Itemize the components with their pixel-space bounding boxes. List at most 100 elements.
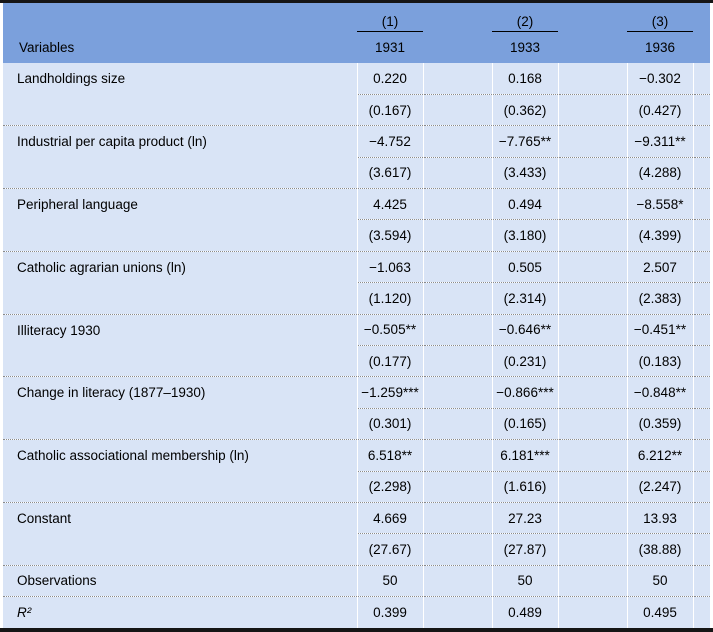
coefficient-value: 6.181*** — [491, 439, 559, 472]
standard-error-value: (27.67) — [356, 533, 424, 566]
standard-error-value: (3.617) — [356, 157, 424, 190]
variable-label: Industrial per capita product (ln) — [17, 134, 207, 150]
empty-label-cell — [3, 219, 357, 252]
empty-label-cell — [3, 282, 357, 315]
column-gap — [693, 63, 710, 95]
model-number: (3) — [627, 3, 693, 32]
summary-value: 50 — [356, 565, 424, 598]
column-gap — [558, 376, 627, 409]
coefficient-value: −0.848** — [626, 376, 694, 409]
standard-error-value: (2.298) — [356, 471, 424, 503]
table-row: (3.617) (3.433) (4.288) — [3, 157, 710, 190]
standard-error-value: (2.247) — [626, 471, 694, 503]
column-gap — [558, 502, 627, 535]
variables-header: Variables — [19, 40, 75, 55]
summary-label: R² — [17, 605, 32, 621]
column-gap — [558, 157, 627, 190]
column-gap — [558, 219, 627, 252]
column-gap — [558, 63, 627, 95]
standard-error-value: (3.433) — [491, 157, 559, 190]
table-row: (27.67) (27.87) (38.88) — [3, 533, 710, 566]
standard-error-value: (0.167) — [356, 94, 424, 127]
year-label: 1931 — [374, 40, 406, 55]
column-gap — [423, 345, 492, 378]
variable-label: Landholdings size — [17, 71, 126, 87]
table-header: (1) (2) (3) Variables 1931 1933 1936 — [3, 3, 710, 63]
variable-label: Constant — [17, 510, 72, 526]
column-gap — [558, 251, 627, 284]
column-gap — [423, 471, 492, 503]
column-gap — [558, 533, 627, 566]
variable-label: Change in literacy (1877–1930) — [17, 385, 206, 401]
column-gap — [423, 125, 492, 158]
table-row: (3.594) (3.180) (4.399) — [3, 219, 710, 252]
column-gap — [423, 282, 492, 315]
standard-error-value: (2.383) — [626, 282, 694, 315]
table-row: (2.298) (1.616) (2.247) — [3, 471, 710, 503]
coefficient-value: −4.752 — [356, 125, 424, 158]
empty-label-cell — [3, 157, 357, 190]
column-gap — [423, 502, 492, 535]
coefficient-value: 2.507 — [626, 251, 694, 284]
column-gap — [423, 219, 492, 252]
standard-error-value: (4.399) — [626, 219, 694, 252]
summary-value: 50 — [626, 565, 694, 598]
coefficient-value: −0.451** — [626, 314, 694, 347]
column-gap — [693, 31, 710, 63]
column-gap — [558, 565, 627, 598]
table-row: R² 0.399 0.489 0.495 — [3, 596, 710, 629]
empty-label-cell — [3, 345, 357, 378]
column-gap — [693, 251, 710, 284]
standard-error-value: (0.301) — [356, 408, 424, 441]
column-gap — [558, 125, 627, 158]
model-number: (1) — [357, 3, 423, 32]
column-gap — [558, 408, 627, 441]
column-gap — [693, 125, 710, 158]
column-gap — [693, 94, 710, 127]
table-row: Industrial per capita product (ln) −4.752… — [3, 125, 710, 158]
column-gap — [423, 408, 492, 441]
variable-label: Illiteracy 1930 — [17, 322, 101, 338]
table-row: (0.167) (0.362) (0.427) — [3, 94, 710, 127]
header-empty-cell — [3, 3, 357, 31]
coefficient-value: 4.425 — [356, 188, 424, 221]
coefficient-value: −8.558* — [626, 188, 694, 221]
column-gap — [558, 439, 627, 472]
column-gap — [558, 31, 627, 63]
table-row: Change in literacy (1877–1930) −1.259*** −… — [3, 376, 710, 409]
summary-value: 0.489 — [491, 596, 559, 629]
table-row: Landholdings size 0.220 0.168 −0.302 — [3, 63, 710, 95]
model-number: (2) — [492, 3, 558, 32]
coefficient-value: 4.669 — [356, 502, 424, 535]
standard-error-value: (0.183) — [626, 345, 694, 378]
table-row: (0.301) (0.165) (0.359) — [3, 408, 710, 441]
column-gap — [423, 63, 492, 95]
variable-label: Catholic associational membership (ln) — [17, 448, 249, 464]
variable-label: Catholic agrarian unions (ln) — [17, 259, 186, 275]
table-body: Landholdings size 0.220 0.168 −0.302 (0.167)… — [3, 63, 710, 629]
empty-label-cell — [3, 533, 357, 566]
column-gap — [558, 471, 627, 503]
coefficient-value: −1.259*** — [356, 376, 424, 409]
column-gap — [693, 157, 710, 190]
standard-error-value: (0.231) — [491, 345, 559, 378]
coefficient-value: −1.063 — [356, 251, 424, 284]
standard-error-value: (0.165) — [491, 408, 559, 441]
column-gap — [693, 471, 710, 503]
empty-label-cell — [3, 94, 357, 127]
standard-error-value: (0.359) — [626, 408, 694, 441]
column-gap — [693, 3, 710, 31]
column-gap — [693, 314, 710, 347]
coefficient-value: 0.494 — [491, 188, 559, 221]
column-gap — [558, 282, 627, 315]
column-gap — [423, 3, 492, 31]
column-gap — [558, 3, 627, 31]
standard-error-value: (2.314) — [491, 282, 559, 315]
column-gap — [423, 565, 492, 598]
column-gap — [558, 314, 627, 347]
coefficient-value: 6.212** — [626, 439, 694, 472]
coefficient-value: −7.765** — [491, 125, 559, 158]
column-gap — [693, 219, 710, 252]
column-gap — [693, 345, 710, 378]
